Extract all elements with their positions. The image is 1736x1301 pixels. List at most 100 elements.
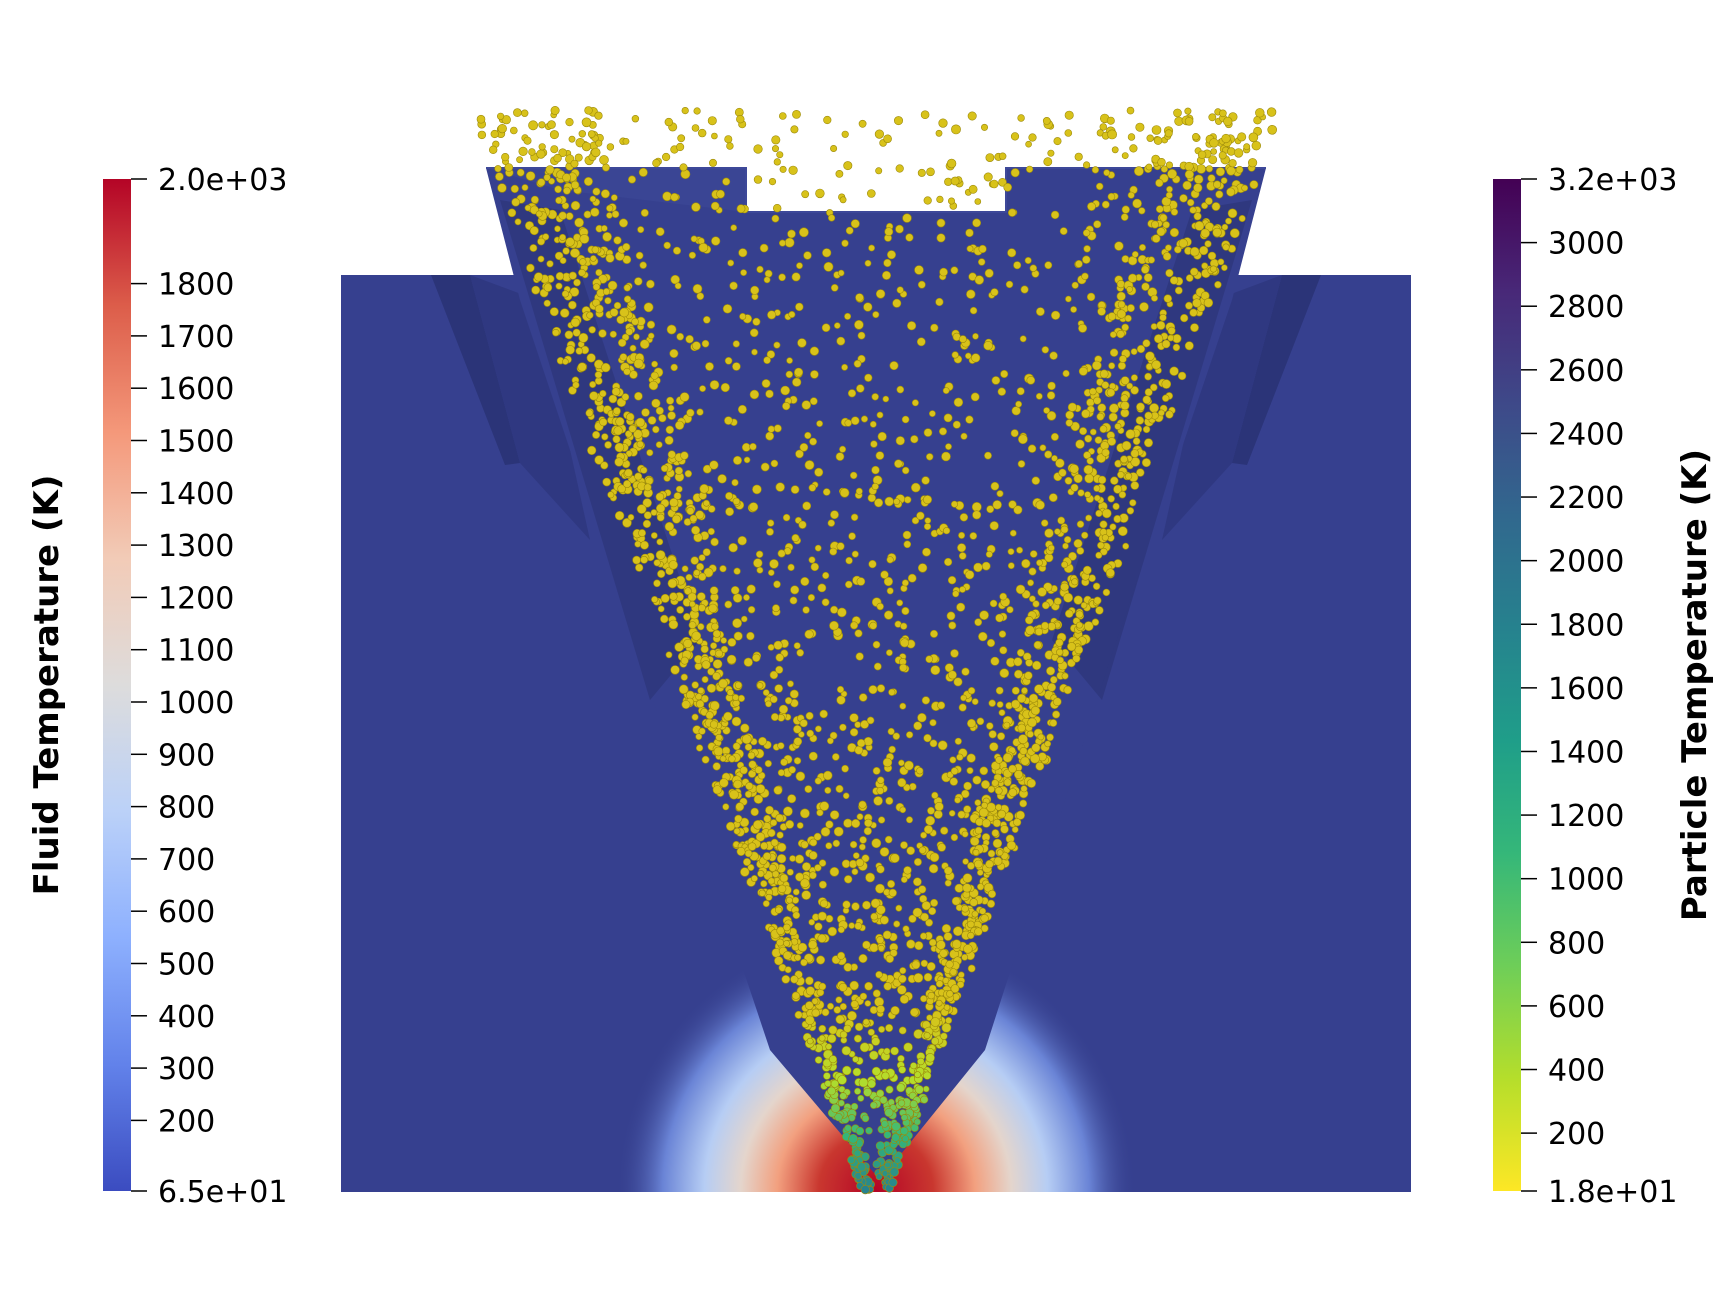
particle xyxy=(1018,734,1028,744)
particle xyxy=(688,251,697,259)
particle xyxy=(1055,638,1064,647)
particle xyxy=(1053,697,1062,707)
particle xyxy=(802,501,812,511)
particle xyxy=(573,278,581,287)
particle xyxy=(880,1120,889,1128)
colorbar-tick-label: 400 xyxy=(158,1000,215,1035)
particle xyxy=(568,386,577,395)
particle xyxy=(948,621,957,630)
particle xyxy=(981,801,988,809)
particle xyxy=(776,151,784,159)
particle xyxy=(828,1025,838,1035)
particle xyxy=(543,299,551,307)
particle xyxy=(747,751,756,760)
particle xyxy=(710,642,718,650)
particle xyxy=(1169,366,1179,376)
particle xyxy=(1094,436,1103,444)
particle xyxy=(888,888,897,898)
particle xyxy=(671,514,681,524)
particle xyxy=(1017,723,1026,733)
particle xyxy=(737,535,747,546)
particle xyxy=(1249,180,1259,189)
particle xyxy=(712,785,722,795)
particle xyxy=(756,265,764,274)
particle xyxy=(1169,276,1179,285)
particle xyxy=(1130,348,1138,355)
colorbar-tick-label: 200 xyxy=(1548,1117,1605,1152)
particle xyxy=(691,713,699,721)
particle xyxy=(690,235,698,243)
particle xyxy=(760,841,769,850)
particle xyxy=(1039,444,1047,452)
particle xyxy=(899,702,907,710)
particle xyxy=(928,907,937,916)
particle xyxy=(1103,169,1111,177)
particle xyxy=(1060,582,1069,592)
particle xyxy=(1025,658,1033,667)
particle xyxy=(1109,523,1117,531)
particle xyxy=(874,997,884,1007)
particle xyxy=(956,980,965,989)
particle xyxy=(869,943,879,953)
particle xyxy=(1107,437,1117,446)
particle xyxy=(992,818,1002,828)
particle xyxy=(1037,733,1045,741)
particle xyxy=(702,464,712,474)
particle xyxy=(1041,346,1050,354)
particle xyxy=(993,856,1003,866)
particle xyxy=(577,362,587,372)
particle xyxy=(1075,439,1085,449)
particle xyxy=(1151,220,1160,229)
particle xyxy=(650,532,658,539)
colorbar-tick-label: 700 xyxy=(158,843,215,878)
particle xyxy=(987,849,996,858)
particle xyxy=(883,982,892,991)
particle xyxy=(967,686,976,695)
particle xyxy=(1065,419,1074,427)
particle xyxy=(623,295,632,303)
particle xyxy=(640,555,648,564)
particle xyxy=(1010,429,1019,438)
particle xyxy=(1089,428,1097,436)
particle xyxy=(913,1118,921,1126)
particle xyxy=(876,684,886,693)
particle xyxy=(1097,475,1107,485)
particle xyxy=(793,724,802,734)
particle xyxy=(920,110,930,119)
particle xyxy=(914,1071,921,1079)
particle xyxy=(839,445,847,453)
particle xyxy=(1113,514,1122,523)
particle xyxy=(775,653,784,662)
particle xyxy=(691,341,701,351)
particle xyxy=(837,926,845,934)
particle xyxy=(889,1167,899,1177)
particle xyxy=(908,914,917,923)
particle xyxy=(815,725,822,733)
particle xyxy=(872,311,880,319)
particle xyxy=(987,785,995,793)
particle xyxy=(651,360,658,368)
particle xyxy=(1235,165,1244,174)
particle xyxy=(777,742,785,750)
particle xyxy=(586,311,594,319)
particle xyxy=(1068,551,1077,561)
particle xyxy=(691,525,701,535)
particle xyxy=(995,686,1004,695)
particle xyxy=(847,1156,856,1165)
particle xyxy=(688,600,696,608)
particle xyxy=(867,1079,876,1089)
particle xyxy=(835,1014,845,1025)
particle xyxy=(653,579,661,588)
particle xyxy=(957,810,966,819)
particle xyxy=(945,443,952,450)
particle xyxy=(1003,778,1012,787)
particle xyxy=(623,367,631,376)
particle xyxy=(920,1095,929,1104)
particle xyxy=(950,176,960,186)
particle xyxy=(1165,410,1174,419)
particle xyxy=(882,757,893,768)
particle xyxy=(849,980,859,991)
particle xyxy=(912,907,923,918)
particle xyxy=(707,505,716,513)
particle xyxy=(843,875,853,884)
